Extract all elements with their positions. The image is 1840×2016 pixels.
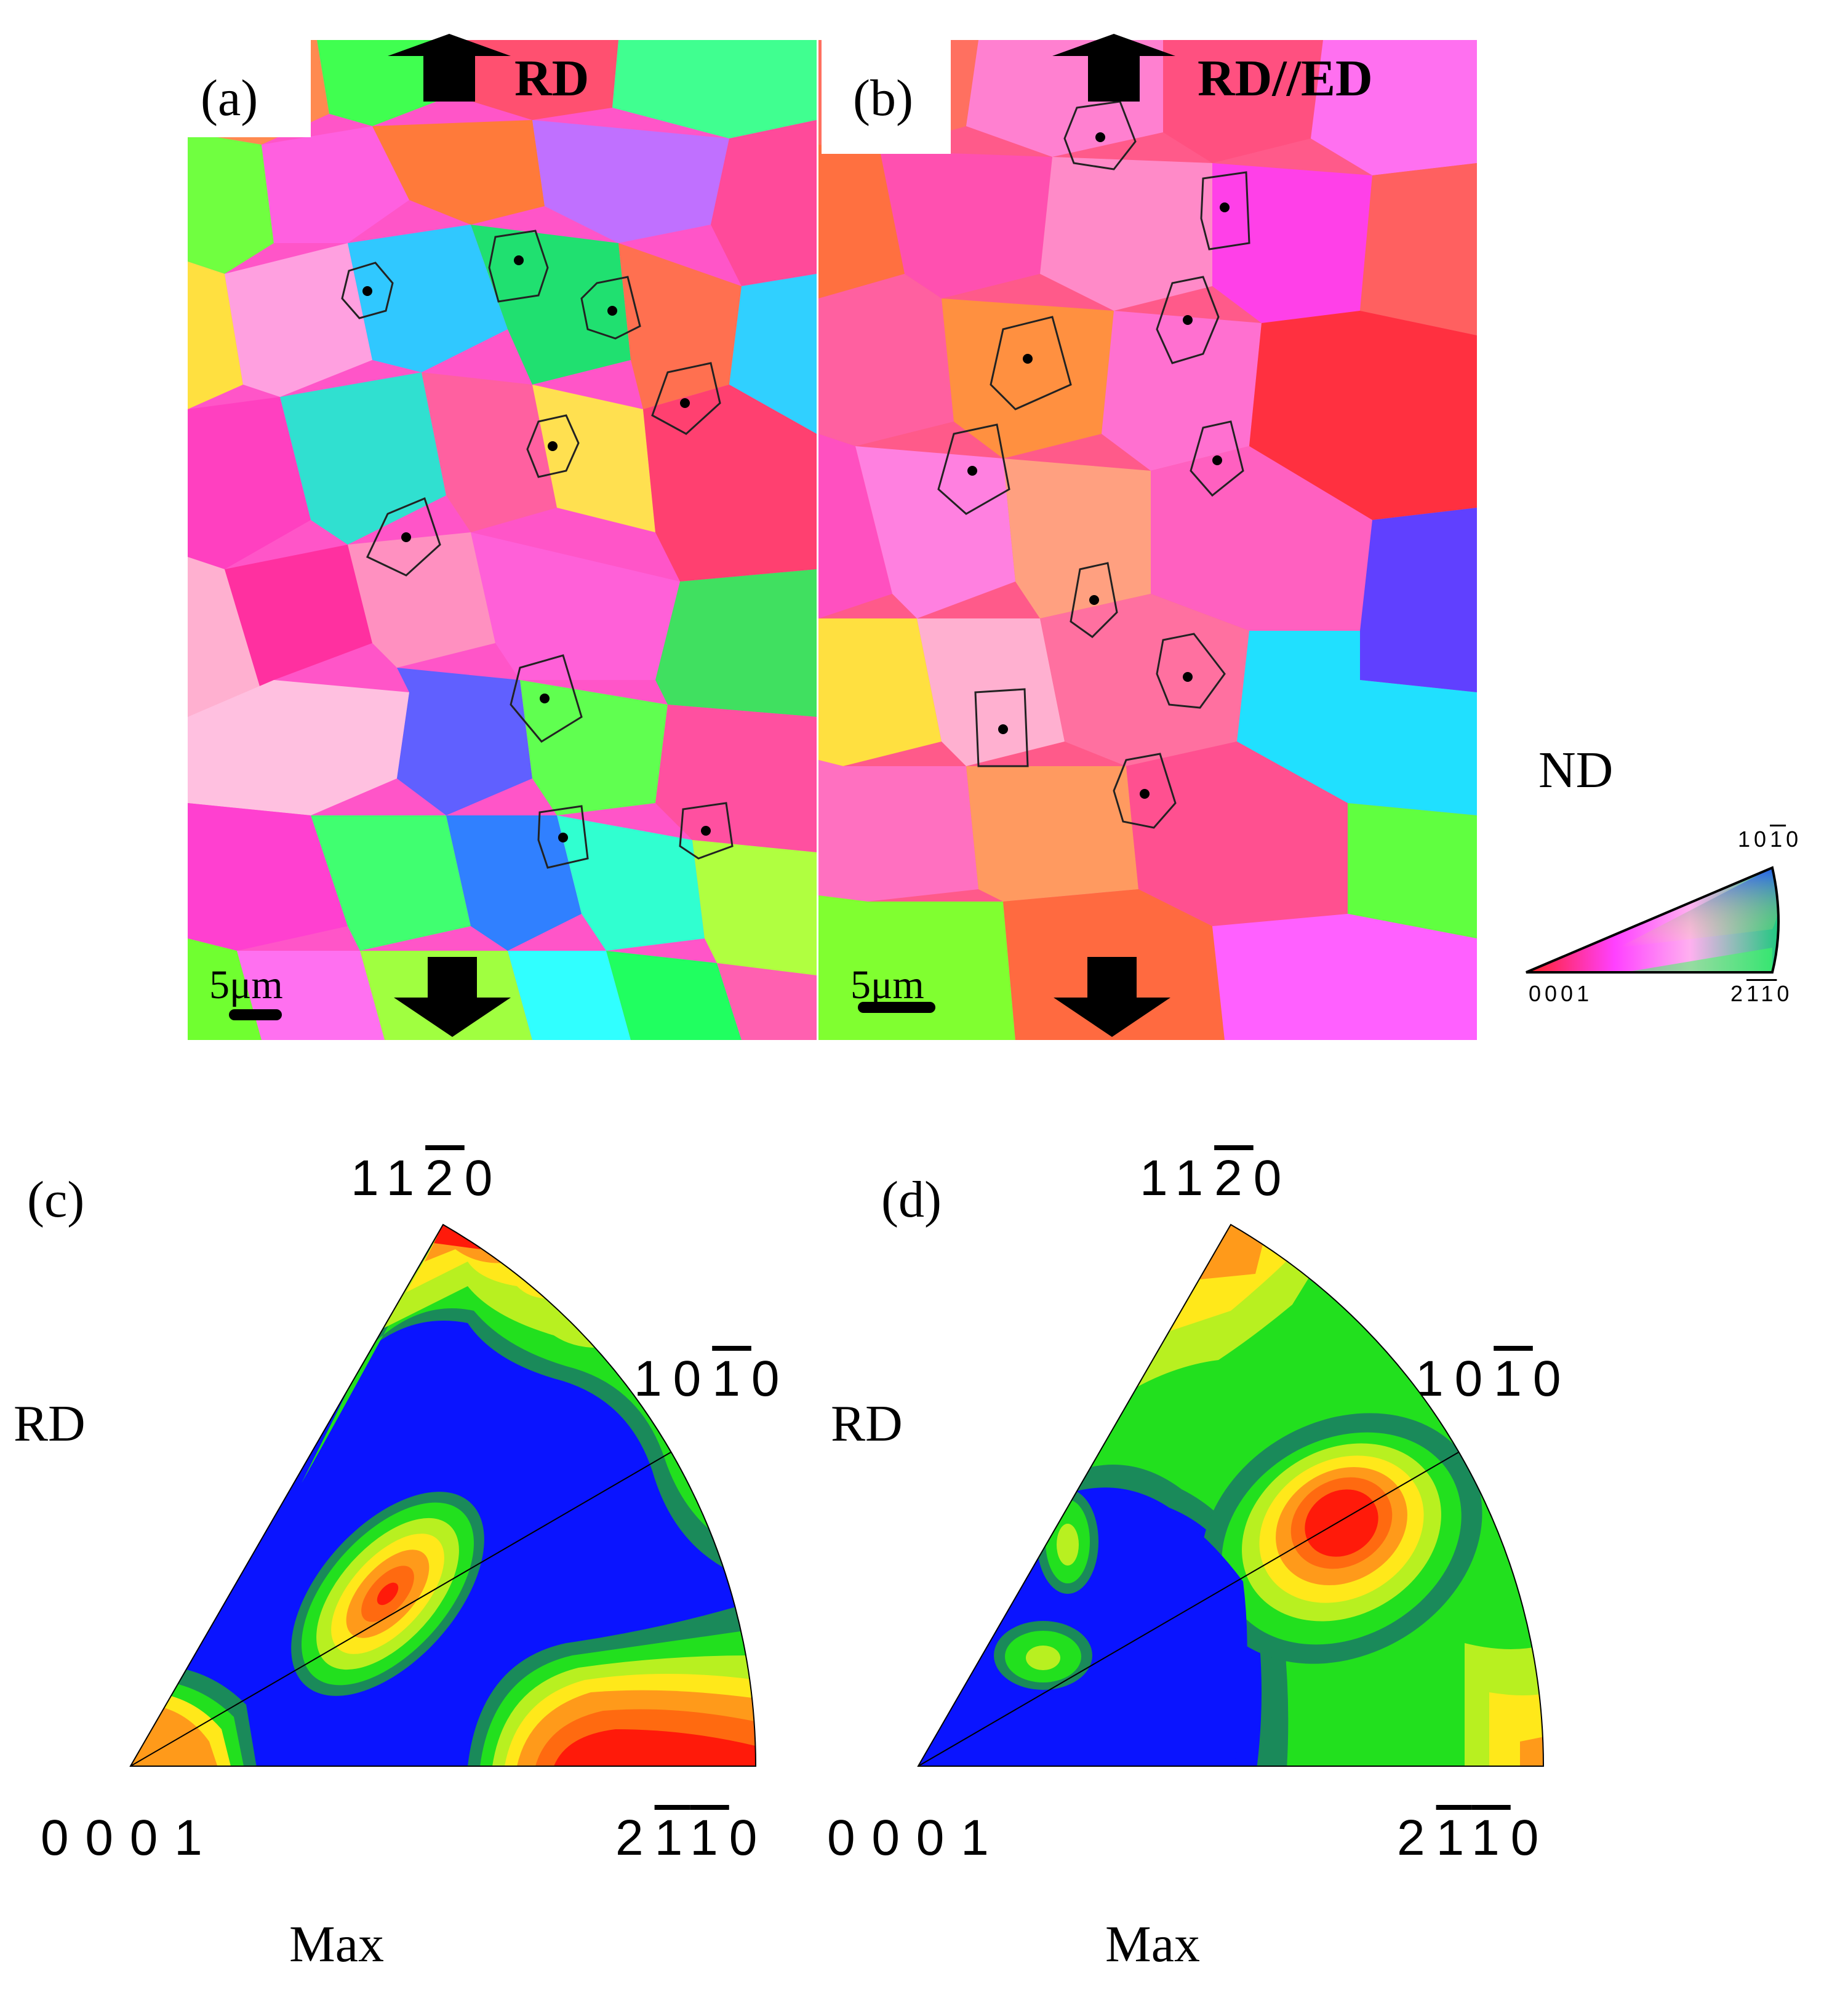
legend-corner-top: 1010 [1738,828,1802,850]
arrow-down-a-icon [394,957,511,1037]
d-br-d0: 2 [1397,1810,1436,1866]
panel-c-max-label: Max [289,1916,384,1973]
arrow-down-b-icon [1054,957,1170,1037]
arrow-up-a-icon [388,34,511,102]
panel-b-direction: RD//ED [1198,50,1373,107]
panel-a-label-box [188,40,311,137]
d-mid-d2: 1 [1494,1351,1533,1407]
ebsd-map-a [188,40,817,1040]
legend-top-d1: 0 [1754,826,1770,852]
c-br-d0: 2 [615,1810,655,1866]
ebsd-map-a-graphic [188,40,817,1040]
panel-d-mid-corner: 1010 [1415,1354,1572,1404]
panel-d-bottom-right-corner: 2110 [1397,1813,1550,1863]
scale-bar-b-label: 5μm [850,962,924,1007]
legend-right-d1: 1 [1746,981,1761,1006]
d-mid-d3: 0 [1532,1351,1572,1407]
legend-top-d3: 0 [1786,826,1802,852]
panel-a-direction: RD [514,50,590,107]
legend-corner-right: 2110 [1730,983,1793,1005]
ipf-contour-d [917,1223,1545,1767]
panel-c-bottom-right-corner: 2110 [615,1813,768,1863]
panel-c-side-label: RD [14,1395,86,1452]
d-top-d2: 2 [1214,1150,1254,1206]
d-br-d3: 0 [1510,1810,1550,1866]
d-br-d2: 1 [1471,1810,1511,1866]
c-mid-d1: 0 [673,1351,713,1407]
c-top-d0: 1 [351,1150,386,1206]
legend-right-d3: 0 [1777,981,1793,1006]
legend-right-d2: 1 [1761,981,1777,1006]
c-br-d1: 1 [654,1810,690,1866]
c-top-d2: 2 [425,1150,465,1206]
panel-d-top-corner: 1120 [1140,1153,1292,1204]
d-top-d0: 1 [1140,1150,1175,1206]
d-br-d1: 1 [1436,1810,1472,1866]
panel-c-mid-corner: 1010 [634,1354,790,1404]
panel-b-label: (b) [853,70,913,127]
panel-d-max-label: Max [1105,1916,1200,1973]
legend-title: ND [1538,742,1614,799]
panel-d-label: (d) [881,1171,942,1228]
panel-c-bottom-left-corner: 0 0 0 1 [41,1810,202,1866]
scale-bar-a [229,1009,282,1020]
c-mid-d0: 1 [634,1351,673,1407]
c-mid-d3: 0 [751,1351,791,1407]
c-br-d3: 0 [729,1810,769,1866]
ipf-contour-c [129,1223,757,1767]
d-top-d1: 1 [1175,1150,1215,1206]
ebsd-map-b-graphic [818,40,1477,1040]
ipf-color-key [1526,866,1780,974]
panel-c-label: (c) [27,1171,85,1228]
panel-d-side-label: RD [831,1395,903,1452]
legend-right-d0: 2 [1730,981,1747,1006]
scale-bar-b [858,1002,935,1013]
ebsd-map-b [818,40,1477,1040]
legend-corner-left: 0001 [1529,981,1593,1006]
legend-top-d0: 1 [1738,826,1754,852]
c-mid-d2: 1 [712,1351,751,1407]
c-top-d1: 1 [386,1150,426,1206]
d-top-d3: 0 [1253,1150,1293,1206]
legend-top-d2: 1 [1770,826,1786,852]
panel-d-bottom-left-corner: 0 0 0 1 [827,1810,989,1866]
c-br-d2: 1 [690,1810,729,1866]
panel-b-label-box [822,40,951,154]
arrow-up-b-icon [1052,34,1175,102]
d-mid-d1: 0 [1454,1351,1494,1407]
c-top-d3: 0 [464,1150,504,1206]
scale-bar-a-label: 5μm [209,962,283,1007]
panel-a-label: (a) [201,70,258,127]
panel-c-top-corner: 1120 [351,1153,503,1204]
